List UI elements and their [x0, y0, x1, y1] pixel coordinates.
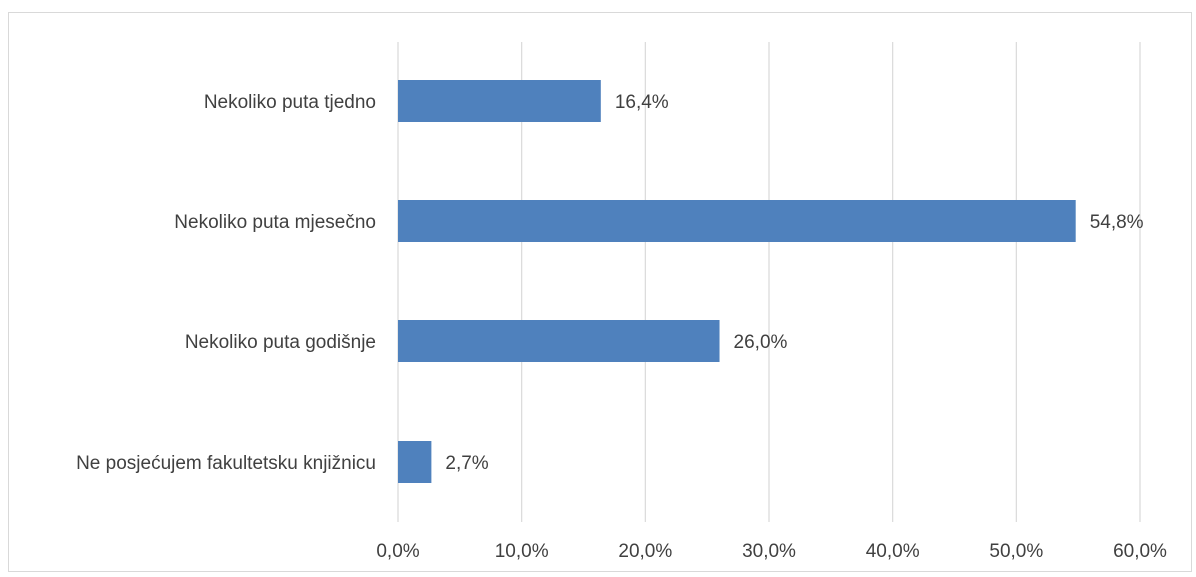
x-tick-label: 0,0% — [376, 541, 419, 562]
x-tick-label: 20,0% — [618, 541, 672, 562]
x-tick-label: 60,0% — [1113, 541, 1167, 562]
x-tick-label: 30,0% — [742, 541, 796, 562]
category-labels: Nekoliko puta tjedno Nekoliko puta mjeseč… — [76, 92, 376, 474]
category-label: Ne posjećujem fakultetsku knjižnicu — [76, 453, 376, 474]
x-tick-label: 40,0% — [866, 541, 920, 562]
category-label: Nekoliko puta mjesečno — [174, 212, 376, 233]
bar — [398, 320, 720, 362]
data-label: 16,4% — [615, 92, 669, 113]
bar — [398, 200, 1076, 242]
data-labels: 16,4% 54,8% 26,0% 2,7% — [445, 92, 1143, 474]
x-tick-label: 10,0% — [495, 541, 549, 562]
category-label: Nekoliko puta godišnje — [185, 332, 376, 353]
x-tick-label: 50,0% — [989, 541, 1043, 562]
bar — [398, 441, 432, 483]
data-label: 26,0% — [734, 332, 788, 353]
category-label: Nekoliko puta tjedno — [204, 92, 376, 113]
data-label: 2,7% — [445, 453, 488, 474]
bar — [398, 80, 601, 122]
bars — [398, 80, 1076, 483]
x-axis-tick-labels: 0,0% 10,0% 20,0% 30,0% 40,0% 50,0% 60,0% — [376, 541, 1167, 562]
data-label: 54,8% — [1090, 212, 1144, 233]
